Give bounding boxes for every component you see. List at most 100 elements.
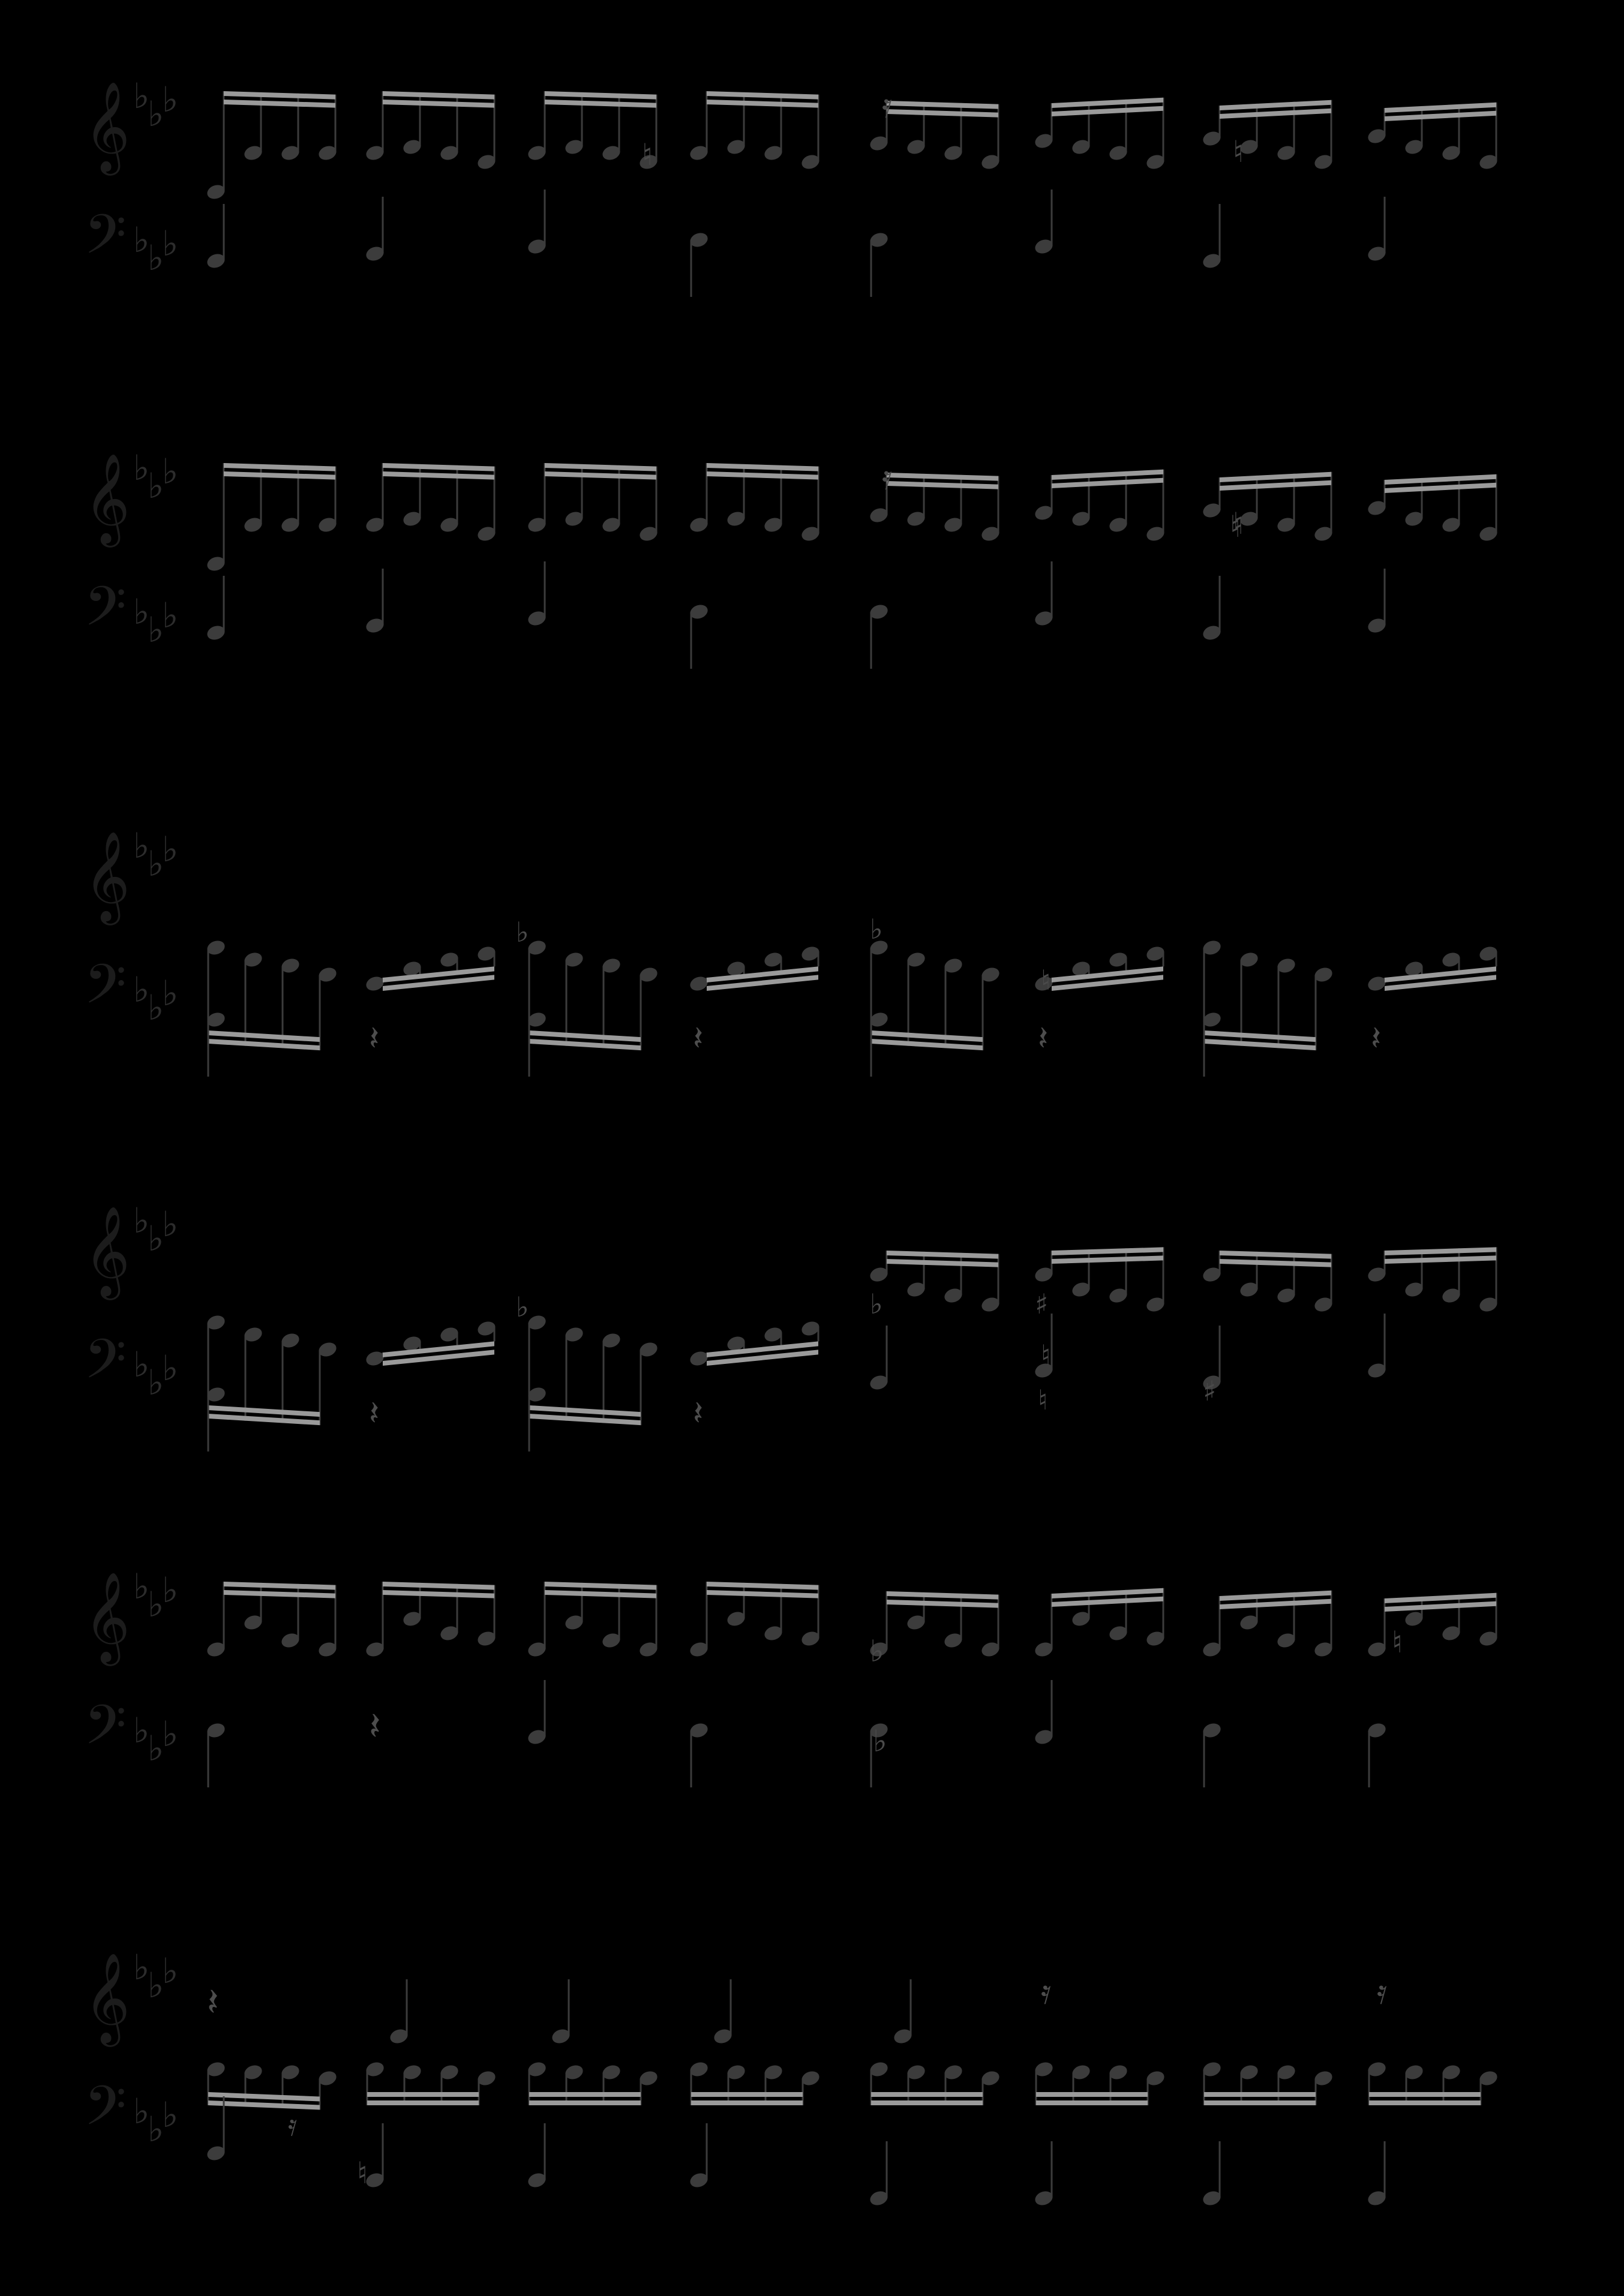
beam <box>1052 1588 1163 1598</box>
beamed-note-group <box>1368 1592 1497 1657</box>
notehead <box>764 952 782 967</box>
notehead <box>1442 146 1460 160</box>
notehead <box>640 527 658 541</box>
notehead <box>440 518 458 532</box>
notehead <box>802 527 819 541</box>
notehead <box>244 1615 262 1630</box>
beamed-note-group <box>1203 2062 1332 2105</box>
key-signature-flat-icon: ♭ <box>162 595 178 636</box>
notehead <box>1146 155 1164 169</box>
beamed-note-group <box>690 946 819 991</box>
beamed-note-group <box>207 1315 337 1426</box>
beam <box>1220 480 1331 491</box>
notehead <box>207 1315 225 1330</box>
beam <box>1204 1039 1316 1051</box>
key-signature-flat-icon: ♭ <box>162 1348 178 1389</box>
natural-icon: ♮ <box>1041 1339 1050 1371</box>
quarter-note <box>1368 2141 1386 2205</box>
notehead <box>244 518 262 532</box>
quarter-rest-icon: 𝄽 <box>693 1394 703 1433</box>
notehead <box>478 1321 496 1336</box>
notehead <box>690 1723 708 1738</box>
beam <box>224 91 335 100</box>
quarter-rest-icon: 𝄽 <box>369 1705 381 1749</box>
beam <box>545 463 656 471</box>
notehead <box>602 958 620 973</box>
quarter-note <box>1035 190 1053 254</box>
notehead <box>870 1267 888 1282</box>
notehead <box>1368 129 1386 143</box>
sharp-icon: ♯ <box>1203 1375 1216 1407</box>
beam <box>691 2092 803 2097</box>
notehead <box>1203 940 1221 955</box>
quarter-rest-icon: 𝄽 <box>207 1981 219 2025</box>
notehead <box>1442 1626 1460 1640</box>
notehead <box>1277 958 1295 973</box>
notehead <box>727 512 745 526</box>
notehead <box>528 146 546 160</box>
treble-clef-icon: 𝄞 <box>84 1205 130 1300</box>
notehead <box>244 1327 262 1342</box>
notehead <box>403 140 421 154</box>
notehead <box>207 1012 225 1027</box>
beam <box>887 473 998 481</box>
system-6: 𝄞𝄢♭♭♭♭♭♭𝄽 𝄿 𝄿𝄿♮ <box>84 1947 1524 2205</box>
key-signature-flat-icon: ♭ <box>133 76 149 116</box>
notehead <box>1368 2191 1386 2205</box>
quarter-note <box>1368 197 1386 261</box>
beam <box>1220 1251 1331 1259</box>
key-signature-flat-icon: ♭ <box>148 609 164 650</box>
notehead <box>478 527 496 541</box>
beam <box>208 1405 320 1417</box>
beam <box>529 2092 641 2097</box>
quarter-rest-icon: 𝄽 <box>1038 1019 1048 1058</box>
notehead <box>281 1333 299 1348</box>
beamed-note-group <box>1368 1247 1497 1312</box>
beam <box>383 463 494 471</box>
notehead <box>1035 1267 1053 1282</box>
beamed-note-group <box>528 1582 658 1657</box>
beamed-note-group <box>1035 2062 1164 2105</box>
notehead <box>1109 146 1127 160</box>
beam <box>1220 108 1331 119</box>
beam <box>887 1591 998 1600</box>
notehead <box>403 1612 421 1626</box>
key-signature-flat-icon: ♭ <box>148 238 164 278</box>
quarter-note <box>1203 204 1221 268</box>
notehead <box>764 1626 782 1640</box>
notehead <box>528 518 546 532</box>
quarter-note <box>552 1979 570 2043</box>
notehead <box>1146 946 1164 961</box>
notehead <box>1203 1012 1221 1027</box>
notehead <box>1203 503 1221 518</box>
beam <box>383 471 494 480</box>
notehead <box>714 2029 732 2043</box>
bass-clef-icon: 𝄢 <box>84 1693 127 1770</box>
notehead <box>366 2062 384 2076</box>
beam <box>383 100 494 108</box>
key-signature-flat-icon: ♭ <box>162 2094 178 2135</box>
beamed-note-group <box>528 2062 658 2105</box>
beamed-note-group <box>528 91 658 169</box>
notehead <box>1479 2071 1497 2085</box>
notehead <box>764 518 782 532</box>
notehead <box>1072 2065 1090 2079</box>
notehead <box>1277 2065 1295 2079</box>
beamed-note-group <box>1203 100 1332 169</box>
notehead <box>870 1012 888 1027</box>
beam <box>1220 471 1331 482</box>
beam <box>208 2100 320 2110</box>
key-signature-flat-icon: ♭ <box>148 465 164 506</box>
notehead <box>319 967 337 982</box>
notehead <box>944 1288 962 1303</box>
notehead <box>207 557 225 571</box>
beam <box>707 100 818 108</box>
bass-clef-icon: 𝄢 <box>84 2074 127 2151</box>
notehead <box>870 1723 888 1738</box>
notehead <box>1072 140 1090 154</box>
notehead <box>727 2065 745 2079</box>
notehead <box>1405 961 1423 976</box>
notehead <box>602 1633 620 1648</box>
notehead <box>1035 506 1053 520</box>
key-signature-flat-icon: ♭ <box>162 223 178 264</box>
